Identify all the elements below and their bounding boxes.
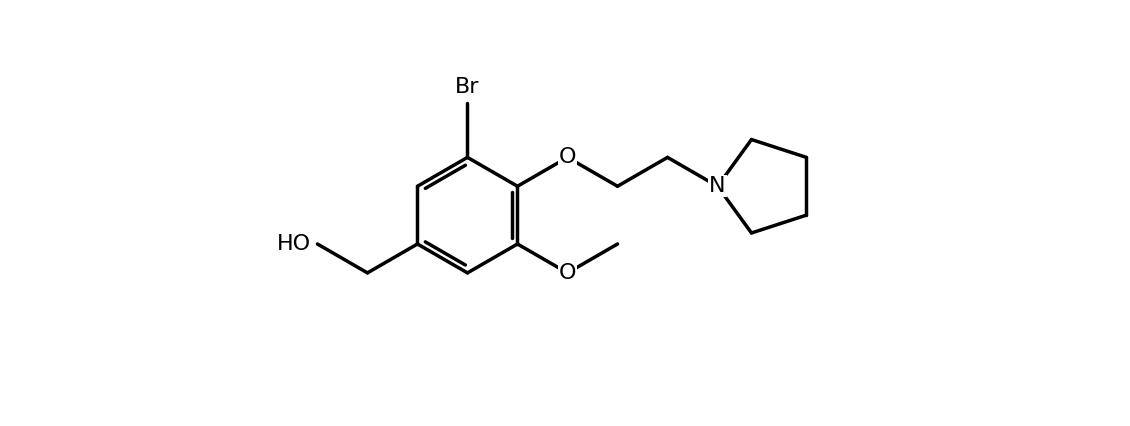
Text: HO: HO [277,234,311,254]
Text: O: O [558,147,576,167]
Text: N: N [710,176,725,196]
Text: Br: Br [455,77,480,97]
Text: O: O [558,263,576,283]
